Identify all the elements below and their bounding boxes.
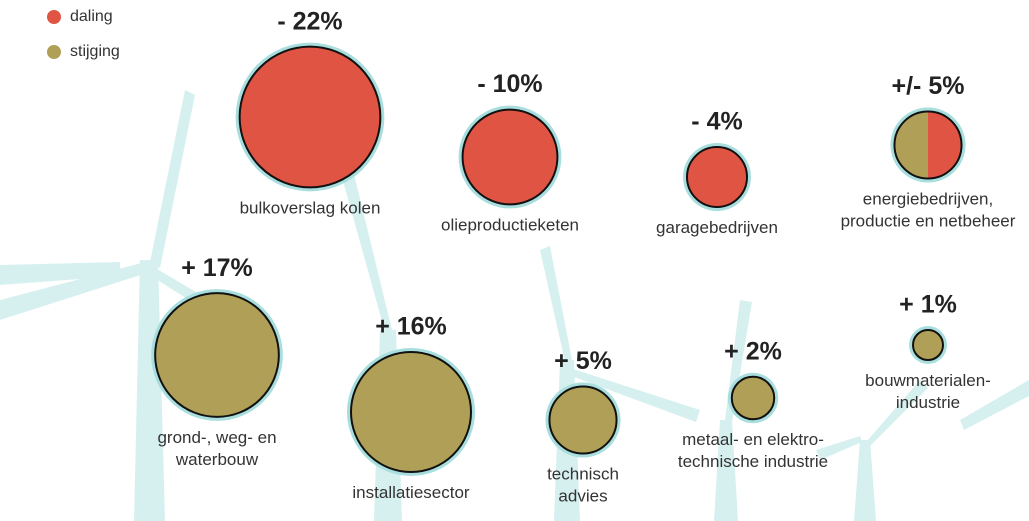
category-label: olieproductieketen: [441, 216, 579, 235]
value-label: +/- 5%: [892, 72, 965, 100]
bubble: [240, 47, 381, 188]
category-label: energiebedrijven,productie en netbeheer: [841, 190, 1016, 231]
category-label: installatiesector: [352, 483, 470, 502]
bubble: [549, 386, 616, 453]
value-label: + 5%: [554, 347, 612, 375]
bubble: [732, 377, 774, 419]
legend-label: stijging: [70, 43, 120, 60]
value-label: + 16%: [375, 313, 447, 341]
bubble: [463, 110, 558, 205]
bubble: [687, 147, 747, 207]
chart: daling stijging - 22% bulkoverslag kolen - 1…: [0, 0, 1029, 521]
value-label: - 22%: [277, 7, 342, 35]
bubble: [155, 293, 279, 417]
legend-label: daling: [70, 8, 113, 25]
category-label: metaal- en elektro-technische industrie: [678, 431, 828, 472]
legend-swatch: [47, 45, 61, 59]
value-label: + 2%: [724, 337, 782, 365]
legend-swatch: [47, 10, 61, 24]
category-label: bulkoverslag kolen: [240, 199, 381, 218]
bubble: [351, 352, 471, 472]
value-label: + 1%: [899, 291, 957, 319]
category-label: bouwmaterialen-industrie: [865, 371, 991, 412]
value-label: + 17%: [181, 254, 253, 282]
value-label: - 4%: [691, 108, 742, 136]
bubble: [913, 330, 943, 360]
category-label: garagebedrijven: [656, 218, 778, 237]
value-label: - 10%: [477, 70, 542, 98]
